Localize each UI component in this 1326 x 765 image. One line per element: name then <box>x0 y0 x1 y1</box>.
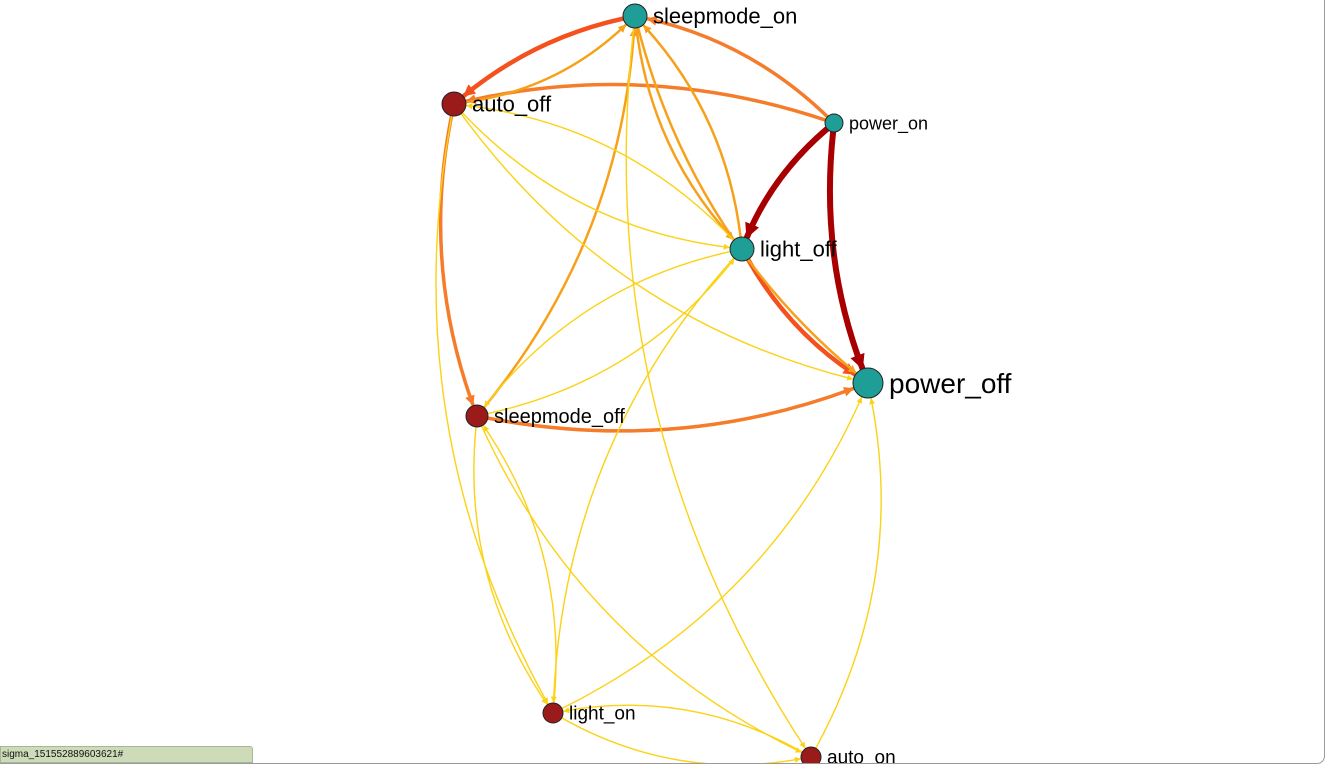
edge-power_on-to-light_off[interactable] <box>744 125 831 240</box>
node-circle-power_off[interactable] <box>852 367 884 399</box>
node-sleepmode_off[interactable]: sleepmode_off <box>465 404 625 428</box>
status-bar: sigma_1515528896036​21# <box>0 746 253 763</box>
node-label-light_off: light_off <box>760 237 838 262</box>
node-light_on[interactable]: light_on <box>542 702 636 725</box>
node-light_off[interactable]: light_off <box>729 236 838 262</box>
edge-light_on-to-sleepmode_off[interactable] <box>483 425 557 704</box>
node-layer: sleepmode_on auto_off power_on light_offpow… <box>441 3 1012 764</box>
node-power_on[interactable]: power_on <box>824 113 928 134</box>
edge-light_on-to-power_off[interactable] <box>561 396 863 710</box>
edge-auto_off-to-sleepmode_off[interactable] <box>438 114 475 407</box>
node-power_off[interactable]: power_off <box>852 367 1012 399</box>
node-circle-auto_on[interactable] <box>800 746 822 764</box>
node-sleepmode_on[interactable]: sleepmode_on <box>622 3 797 29</box>
edge-sleepmode_on-to-auto_off[interactable] <box>461 16 626 98</box>
node-auto_off[interactable]: auto_off <box>441 91 552 117</box>
edge-auto_on-to-light_on[interactable] <box>563 704 803 753</box>
edge-sleepmode_off-to-power_off[interactable] <box>486 386 855 433</box>
edge-power_on-to-power_off[interactable] <box>826 128 866 372</box>
node-label-sleepmode_on: sleepmode_on <box>653 4 797 29</box>
edge-light_off-to-auto_off[interactable] <box>466 103 735 241</box>
edge-power_on-to-sleepmode_on[interactable] <box>645 15 830 119</box>
edge-sleepmode_on-to-auto_on[interactable] <box>625 27 806 749</box>
node-auto_on[interactable]: auto_on <box>800 746 896 764</box>
node-label-sleepmode_off: sleepmode_off <box>494 406 625 428</box>
node-circle-power_on[interactable] <box>824 113 844 133</box>
edge-layer <box>435 15 882 764</box>
edge-light_off-to-sleepmode_off[interactable] <box>483 250 731 408</box>
node-circle-light_on[interactable] <box>542 702 564 724</box>
edge-auto_off-to-light_off[interactable] <box>461 112 730 250</box>
edge-light_off-to-sleepmode_on[interactable] <box>642 24 742 239</box>
edge-light_on-to-auto_on[interactable] <box>561 717 801 764</box>
node-label-auto_on: auto_on <box>827 748 896 764</box>
edge-sleepmode_off-to-light_on[interactable] <box>473 426 548 705</box>
node-label-auto_off: auto_off <box>472 92 552 117</box>
edge-auto_off-to-sleepmode_on[interactable] <box>464 23 627 104</box>
node-label-light_on: light_on <box>569 704 636 725</box>
edge-sleepmode_on-to-power_off[interactable] <box>636 26 857 374</box>
edge-light_off-to-light_on[interactable] <box>550 257 735 703</box>
edge-sleepmode_off-to-auto_on[interactable] <box>480 425 802 753</box>
edge-auto_off-to-light_on[interactable] <box>435 115 549 705</box>
node-circle-light_off[interactable] <box>729 236 755 262</box>
node-label-power_off: power_off <box>889 368 1012 399</box>
edge-sleepmode_on-to-light_off[interactable] <box>635 26 735 241</box>
node-circle-sleepmode_off[interactable] <box>465 404 489 428</box>
edge-auto_on-to-power_off[interactable] <box>815 398 882 749</box>
node-circle-auto_off[interactable] <box>441 91 467 117</box>
edge-light_off-to-power_off[interactable] <box>745 257 857 377</box>
edge-sleepmode_off-to-light_off[interactable] <box>487 258 735 415</box>
node-label-power_on: power_on <box>849 113 928 134</box>
node-circle-sleepmode_on[interactable] <box>622 3 648 29</box>
